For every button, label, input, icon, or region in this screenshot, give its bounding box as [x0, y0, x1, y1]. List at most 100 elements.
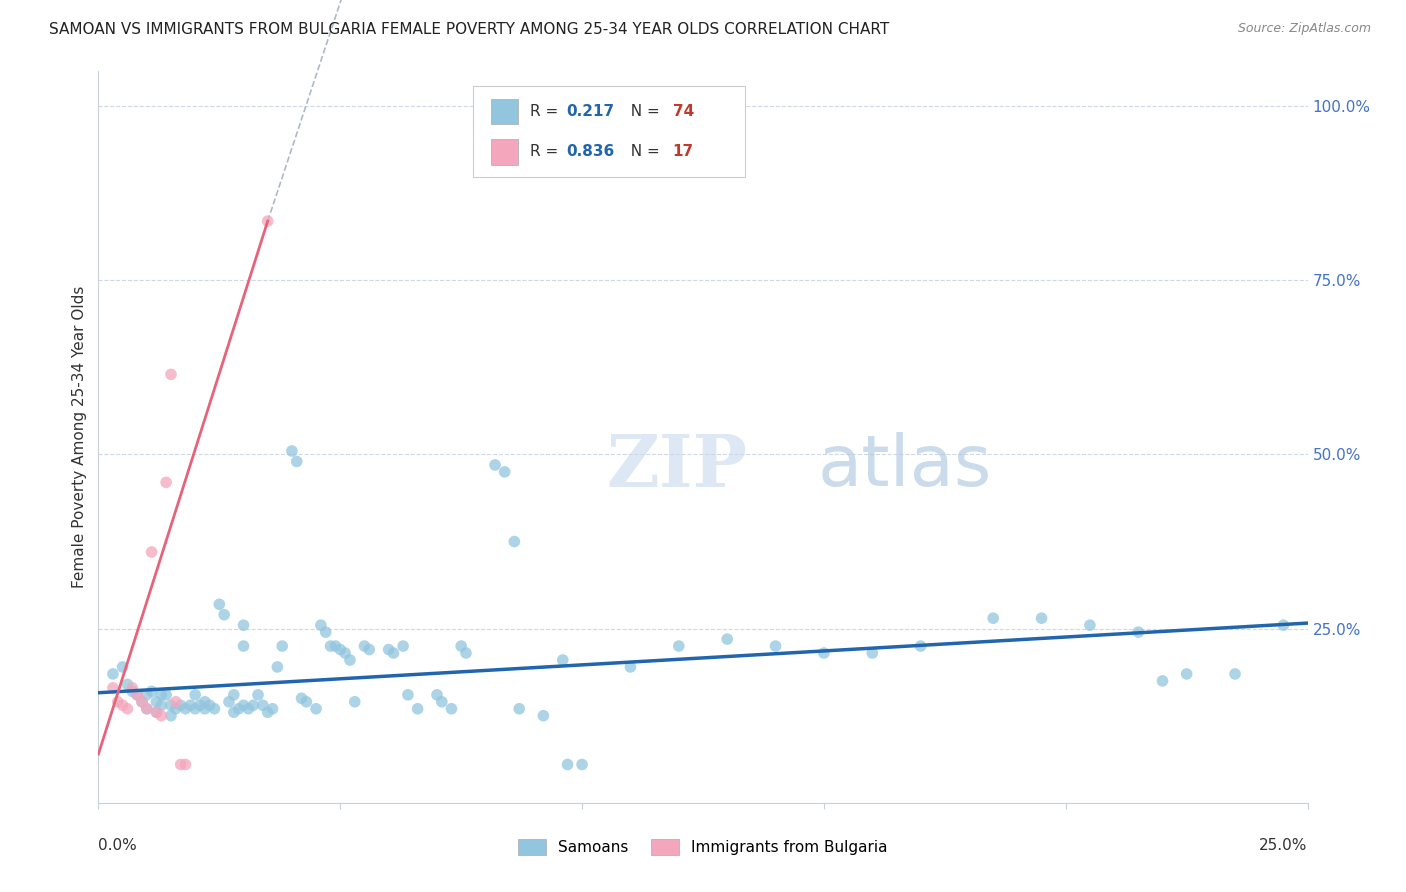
Point	[204, 702, 226, 716]
Point	[155, 688, 177, 702]
Point	[188, 698, 211, 713]
Text: 17: 17	[673, 145, 695, 160]
Point	[271, 639, 294, 653]
Point	[141, 684, 163, 698]
Point	[160, 368, 183, 382]
Point	[1031, 611, 1053, 625]
Point	[450, 639, 472, 653]
Point	[107, 695, 129, 709]
Point	[325, 639, 347, 653]
Point	[174, 702, 197, 716]
Point	[194, 702, 217, 716]
Point	[127, 688, 149, 702]
Text: 74: 74	[673, 104, 695, 120]
Point	[619, 660, 641, 674]
Point	[242, 698, 264, 713]
Point	[150, 708, 173, 723]
Text: atlas: atlas	[818, 432, 993, 500]
Text: N =: N =	[621, 104, 665, 120]
Point	[208, 597, 231, 611]
Point	[222, 705, 245, 719]
Point	[1272, 618, 1295, 632]
Bar	[492, 139, 517, 165]
Point	[150, 688, 173, 702]
Point	[247, 688, 270, 702]
Point	[228, 702, 250, 716]
Point	[131, 695, 153, 709]
Text: R =: R =	[530, 104, 564, 120]
Text: 0.217: 0.217	[567, 104, 614, 120]
Point	[343, 695, 366, 709]
Point	[212, 607, 235, 622]
Point	[160, 708, 183, 723]
Point	[232, 639, 254, 653]
Point	[285, 454, 308, 468]
Point	[145, 695, 167, 709]
Point	[339, 653, 361, 667]
Point	[238, 702, 260, 716]
Point	[222, 688, 245, 702]
Legend: Samoans, Immigrants from Bulgaria: Samoans, Immigrants from Bulgaria	[512, 833, 894, 861]
Text: N =: N =	[621, 145, 665, 160]
Point	[765, 639, 787, 653]
Point	[1078, 618, 1101, 632]
Point	[571, 757, 593, 772]
Point	[508, 702, 530, 716]
Point	[1223, 667, 1246, 681]
Point	[426, 688, 449, 702]
Text: 25.0%: 25.0%	[1260, 838, 1308, 854]
Point	[494, 465, 516, 479]
Point	[551, 653, 574, 667]
Point	[910, 639, 932, 653]
Point	[165, 695, 187, 709]
Point	[309, 618, 332, 632]
Text: SAMOAN VS IMMIGRANTS FROM BULGARIA FEMALE POVERTY AMONG 25-34 YEAR OLDS CORRELAT: SAMOAN VS IMMIGRANTS FROM BULGARIA FEMAL…	[49, 22, 890, 37]
Point	[860, 646, 883, 660]
Point	[377, 642, 399, 657]
Point	[218, 695, 240, 709]
Point	[145, 705, 167, 719]
Point	[256, 214, 278, 228]
Point	[141, 545, 163, 559]
Point	[333, 646, 356, 660]
Y-axis label: Female Poverty Among 25-34 Year Olds: Female Poverty Among 25-34 Year Olds	[72, 286, 87, 588]
Point	[194, 695, 217, 709]
Point	[121, 684, 143, 698]
Point	[174, 757, 197, 772]
Point	[232, 618, 254, 632]
Point	[406, 702, 429, 716]
Point	[262, 702, 284, 716]
Text: ZIP: ZIP	[606, 431, 747, 502]
Point	[305, 702, 328, 716]
Point	[454, 646, 477, 660]
Point	[117, 702, 139, 716]
Point	[557, 757, 579, 772]
Point	[165, 702, 187, 716]
Point	[353, 639, 375, 653]
Point	[111, 660, 134, 674]
Point	[135, 702, 157, 716]
Point	[382, 646, 405, 660]
Point	[981, 611, 1004, 625]
Point	[290, 691, 312, 706]
Point	[252, 698, 274, 713]
Point	[319, 639, 342, 653]
Point	[396, 688, 419, 702]
Point	[111, 698, 134, 713]
Point	[430, 695, 453, 709]
Point	[315, 625, 337, 640]
Point	[127, 688, 149, 702]
Point	[531, 708, 554, 723]
Bar	[492, 99, 517, 124]
Point	[101, 667, 124, 681]
Point	[145, 705, 167, 719]
Point	[169, 757, 191, 772]
Point	[503, 534, 526, 549]
Text: 0.836: 0.836	[567, 145, 614, 160]
Point	[1175, 667, 1198, 681]
Point	[135, 702, 157, 716]
Point	[184, 688, 207, 702]
Point	[668, 639, 690, 653]
Point	[150, 698, 173, 713]
Point	[1152, 673, 1174, 688]
